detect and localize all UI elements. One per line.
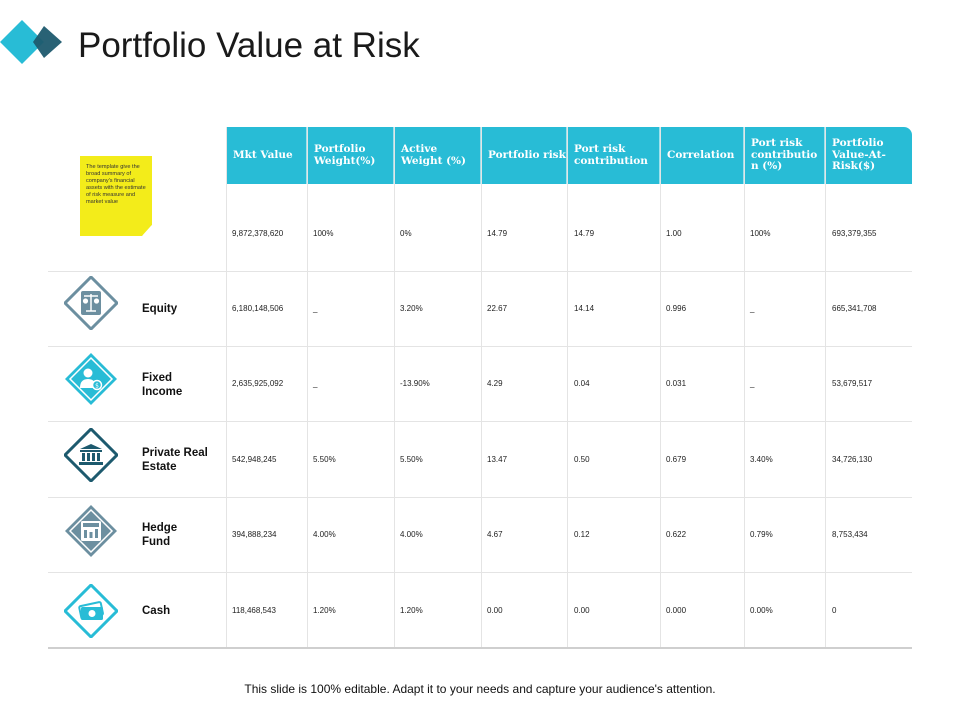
table-cell: 53,679,517 [832,379,873,388]
footer-caption: This slide is 100% editable. Adapt it to… [244,682,716,696]
table-cell: 3.40% [750,455,773,464]
table-cell: 0% [400,229,412,238]
table-cell: 100% [750,229,771,238]
row-label: Cash [142,605,171,617]
grid-line [481,127,482,648]
column-header: Correlation [660,127,744,184]
table-cell: 0.12 [574,530,590,539]
table-cell: 5.50% [400,455,423,464]
grid-line [567,127,568,648]
bank-building-icon [64,428,118,482]
table-cell: 0.000 [666,606,687,615]
column-header: Mkt Value [226,127,307,184]
row-label: Hedge Fund [142,522,178,548]
table-cell: 4.67 [487,530,503,539]
grid-line [825,127,826,648]
table-cell: _ [313,379,318,388]
row-divider [48,346,912,347]
table-header: Mkt Value Portfolio Weight(%) Active Wei… [226,127,912,184]
column-header: Portfolio Weight(%) [307,127,394,184]
grid-line [307,127,308,648]
grid-line [226,127,227,648]
table-cell: 4.29 [487,379,503,388]
table-cell: 394,888,234 [232,530,277,539]
table-cell: 9,872,378,620 [232,229,284,238]
row-label: Private Real Estate [142,447,208,473]
table-bottom-border [48,647,912,649]
grid-line [660,127,661,648]
table-cell: 14.14 [574,304,595,313]
table-cell: 14.79 [487,229,508,238]
cash-icon [64,584,118,638]
grid-line [744,127,745,648]
table-cell: _ [750,304,755,313]
table-cell: 22.67 [487,304,508,313]
fund-chart-icon [65,505,117,557]
row-divider [48,572,912,573]
table-cell: 6,180,148,506 [232,304,284,313]
grid-line [394,127,395,648]
sticky-note-text: The template give the broad summary of c… [86,164,146,205]
table-cell: _ [750,379,755,388]
table-cell: 3.20% [400,304,423,313]
row-label: Equity [142,303,178,315]
table-cell: 0 [832,606,837,615]
table-cell: 2,635,925,092 [232,379,284,388]
table-cell: 1.20% [400,606,423,615]
table-cell: 0.79% [750,530,773,539]
table-cell: 665,341,708 [832,304,877,313]
table-cell: 100% [313,229,334,238]
table-cell: 5.50% [313,455,336,464]
column-header: Portfolio risk [481,127,567,184]
investor-money-icon: $ [65,353,117,405]
table-cell: 14.79 [574,229,595,238]
row-divider [48,271,912,272]
table-cell: 0.50 [574,455,590,464]
table-cell: 0.00 [487,606,503,615]
row-divider [48,421,912,422]
table-cell: 0.031 [666,379,687,388]
table-cell: 0.00% [750,606,773,615]
page-title: Portfolio Value at Risk [78,26,420,65]
table-cell: 1.20% [313,606,336,615]
table-cell: 13.47 [487,455,508,464]
table-cell: 542,948,245 [232,455,277,464]
scales-icon [64,276,118,330]
column-header: Port risk contributio n (%) [744,127,825,184]
table-cell: 0.996 [666,304,687,313]
table-cell: 1.00 [666,229,682,238]
table-cell: 0.00 [574,606,590,615]
row-label: Fixed Income [142,372,183,398]
sticky-note: The template give the broad summary of c… [80,156,152,236]
column-header: Portfolio Value-At-Risk($) [832,137,886,173]
svg-text:$: $ [95,383,99,390]
table-cell: 34,726,130 [832,455,873,464]
table-cell: 0.679 [666,455,687,464]
table-cell: _ [313,304,318,313]
row-divider [48,497,912,498]
table-cell: 4.00% [400,530,423,539]
column-header: Active Weight (%) [394,127,481,184]
table-cell: 118,468,543 [232,606,276,615]
table-cell: 693,379,355 [832,229,877,238]
column-header: Port risk contribution [567,127,660,184]
logo-diamonds-icon [0,20,62,64]
table-cell: 0.04 [574,379,590,388]
table-cell: 0.622 [666,530,687,539]
table-cell: 4.00% [313,530,336,539]
table-cell: 8,753,434 [832,530,868,539]
table-cell: -13.90% [400,379,430,388]
